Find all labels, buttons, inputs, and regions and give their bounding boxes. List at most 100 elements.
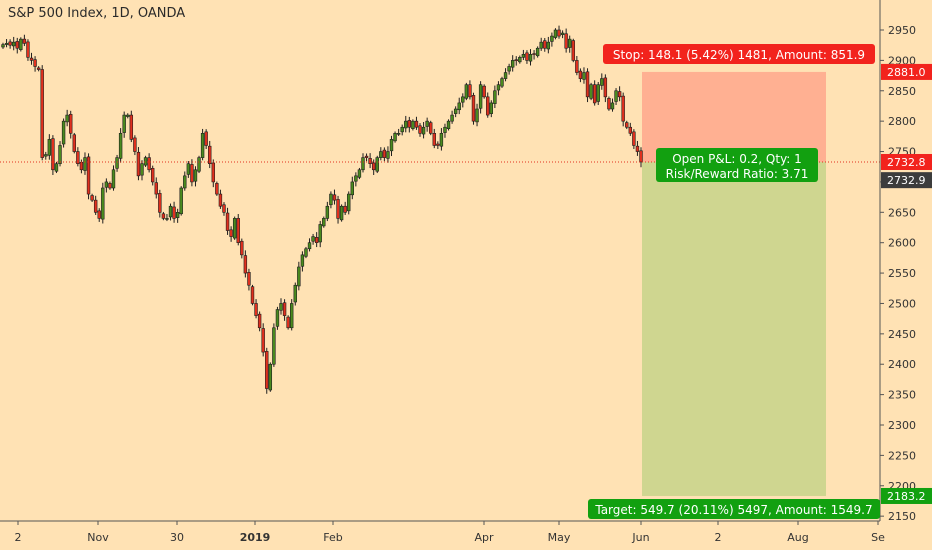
candle — [453, 106, 458, 118]
candle — [617, 86, 622, 102]
candle — [339, 204, 344, 222]
candle — [568, 35, 572, 53]
candle — [528, 49, 533, 66]
target-zone[interactable] — [642, 161, 826, 496]
candle — [165, 214, 169, 222]
candle — [439, 128, 444, 151]
candle — [343, 201, 347, 215]
candle — [386, 146, 390, 163]
candle — [243, 250, 248, 278]
candle — [532, 50, 536, 60]
candle — [44, 151, 48, 160]
candle — [443, 123, 447, 138]
candle — [635, 140, 640, 156]
candle — [154, 177, 158, 199]
candle — [471, 92, 476, 125]
candle — [575, 56, 579, 76]
svg-text:Target: 549.7 (20.11%) 5497, A: Target: 549.7 (20.11%) 5497, Amount: 154… — [594, 503, 872, 517]
price-tick-label: 2350 — [888, 389, 916, 402]
candle — [8, 39, 12, 49]
candle — [329, 191, 333, 209]
candle — [354, 172, 358, 187]
candle — [193, 166, 198, 187]
time-tick-label: May — [548, 531, 571, 544]
candle — [375, 155, 379, 174]
chart-title: S&P 500 Index, 1D, OANDA — [8, 6, 186, 21]
candle — [11, 36, 16, 51]
candle — [4, 38, 9, 48]
candle — [229, 226, 233, 242]
stop-info-box: Stop: 148.1 (5.42%) 1481, Amount: 851.9 — [603, 44, 875, 64]
candle — [76, 147, 80, 167]
candle — [407, 116, 412, 133]
candle — [179, 186, 183, 216]
position-info-boxes: Stop: 148.1 (5.42%) 1481, Amount: 851.9 O… — [588, 44, 880, 519]
candle — [19, 37, 23, 52]
target-price-badge: 2183.2 — [881, 487, 932, 504]
candle — [518, 55, 522, 64]
candle — [478, 81, 483, 114]
svg-text:Risk/Reward Ratio: 3.71: Risk/Reward Ratio: 3.71 — [666, 167, 809, 181]
svg-text:2732.8: 2732.8 — [887, 156, 926, 169]
price-axis[interactable]: 2150220022502300235024002450250025502600… — [879, 0, 932, 550]
candle — [93, 195, 98, 215]
candle — [350, 176, 354, 200]
candle — [457, 97, 461, 115]
price-tick-label: 2300 — [888, 419, 916, 432]
svg-text:2183.2: 2183.2 — [887, 490, 926, 503]
time-tick-label: 2019 — [240, 531, 271, 544]
candle — [168, 203, 173, 221]
time-axis[interactable]: 2 Nov 30 2019 Feb Apr May Jun 2 Aug Se — [0, 520, 885, 550]
candle — [150, 165, 155, 186]
price-tick-label: 2650 — [888, 206, 916, 219]
candle — [29, 52, 34, 65]
candle — [414, 116, 419, 130]
candle — [175, 208, 180, 223]
candle — [186, 161, 191, 178]
target-info-box: Target: 549.7 (20.11%) 5497, Amount: 154… — [588, 499, 880, 519]
candle — [382, 147, 387, 162]
candle — [379, 147, 383, 161]
candle — [336, 195, 340, 224]
candle — [272, 323, 276, 367]
price-tick-label: 2600 — [888, 237, 916, 250]
candle — [486, 92, 490, 118]
candle — [592, 80, 597, 106]
candle — [72, 132, 76, 154]
candle — [521, 49, 526, 61]
time-tick-label: 2 — [15, 531, 22, 544]
candle — [118, 128, 123, 163]
candle — [158, 189, 162, 218]
candle — [133, 135, 137, 156]
candle — [61, 118, 66, 148]
price-tick-label: 2500 — [888, 297, 916, 310]
candle — [425, 117, 429, 132]
candle — [347, 191, 351, 215]
candle — [108, 181, 112, 190]
candle — [104, 178, 109, 193]
candle — [500, 76, 504, 88]
price-axis-background — [880, 0, 932, 550]
candle — [300, 251, 305, 272]
candle — [172, 201, 176, 223]
candle — [639, 147, 643, 168]
candle — [603, 74, 608, 103]
candle — [147, 153, 151, 173]
time-tick-label: 30 — [170, 531, 184, 544]
candle — [560, 30, 565, 39]
price-tick-label: 2450 — [888, 328, 916, 341]
candle — [208, 140, 212, 169]
time-axis-background — [0, 521, 880, 550]
candle — [282, 299, 287, 321]
candle — [307, 238, 312, 252]
candle — [314, 232, 319, 248]
svg-text:Open P&L: 0.2, Qty: 1: Open P&L: 0.2, Qty: 1 — [672, 152, 802, 166]
time-tick-label: Feb — [323, 531, 342, 544]
stop-zone[interactable] — [642, 71, 826, 162]
candle — [493, 85, 497, 109]
candle — [607, 96, 611, 111]
candle — [265, 347, 269, 394]
